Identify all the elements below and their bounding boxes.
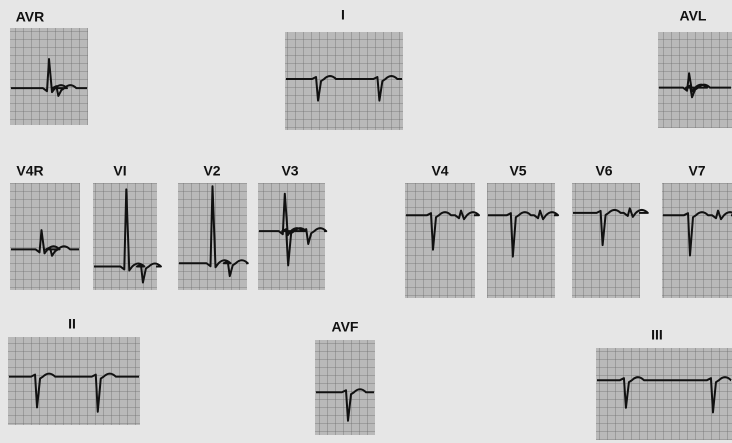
lead-label: V3: [281, 163, 298, 179]
ecg-panel: [572, 183, 640, 298]
lead-label: V4: [431, 163, 448, 179]
ecg-figure: AVR I AVL V4R VI V2 V3 V4 V5 V6 V7 II AVF III: [0, 0, 732, 443]
ecg-panel: [658, 32, 732, 128]
ecg-panel: [10, 28, 88, 125]
lead-label: AVL: [680, 8, 707, 24]
ecg-panel: [10, 183, 80, 290]
ecg-panel: [8, 337, 140, 425]
lead-label: V5: [509, 163, 526, 179]
lead-label: AVF: [332, 319, 359, 335]
lead-label: II: [68, 316, 76, 332]
page: AVRIAVLV4RVIV2V3V4V5V6V7IIAVFIII (() => …: [0, 0, 732, 443]
lead-label: V2: [203, 163, 220, 179]
ecg-panel: [315, 340, 375, 435]
lead-label: VI: [113, 163, 126, 179]
lead-label: III: [651, 327, 663, 343]
ecg-panel: [487, 183, 555, 298]
lead-label: V4R: [16, 163, 43, 179]
ecg-panel: [405, 183, 475, 298]
lead-label: V6: [595, 163, 612, 179]
lead-label: I: [341, 7, 345, 23]
lead-label: V7: [688, 163, 705, 179]
lead-label: AVR: [16, 9, 45, 25]
ecg-panel: [662, 183, 732, 298]
ecg-panel: [285, 32, 403, 130]
